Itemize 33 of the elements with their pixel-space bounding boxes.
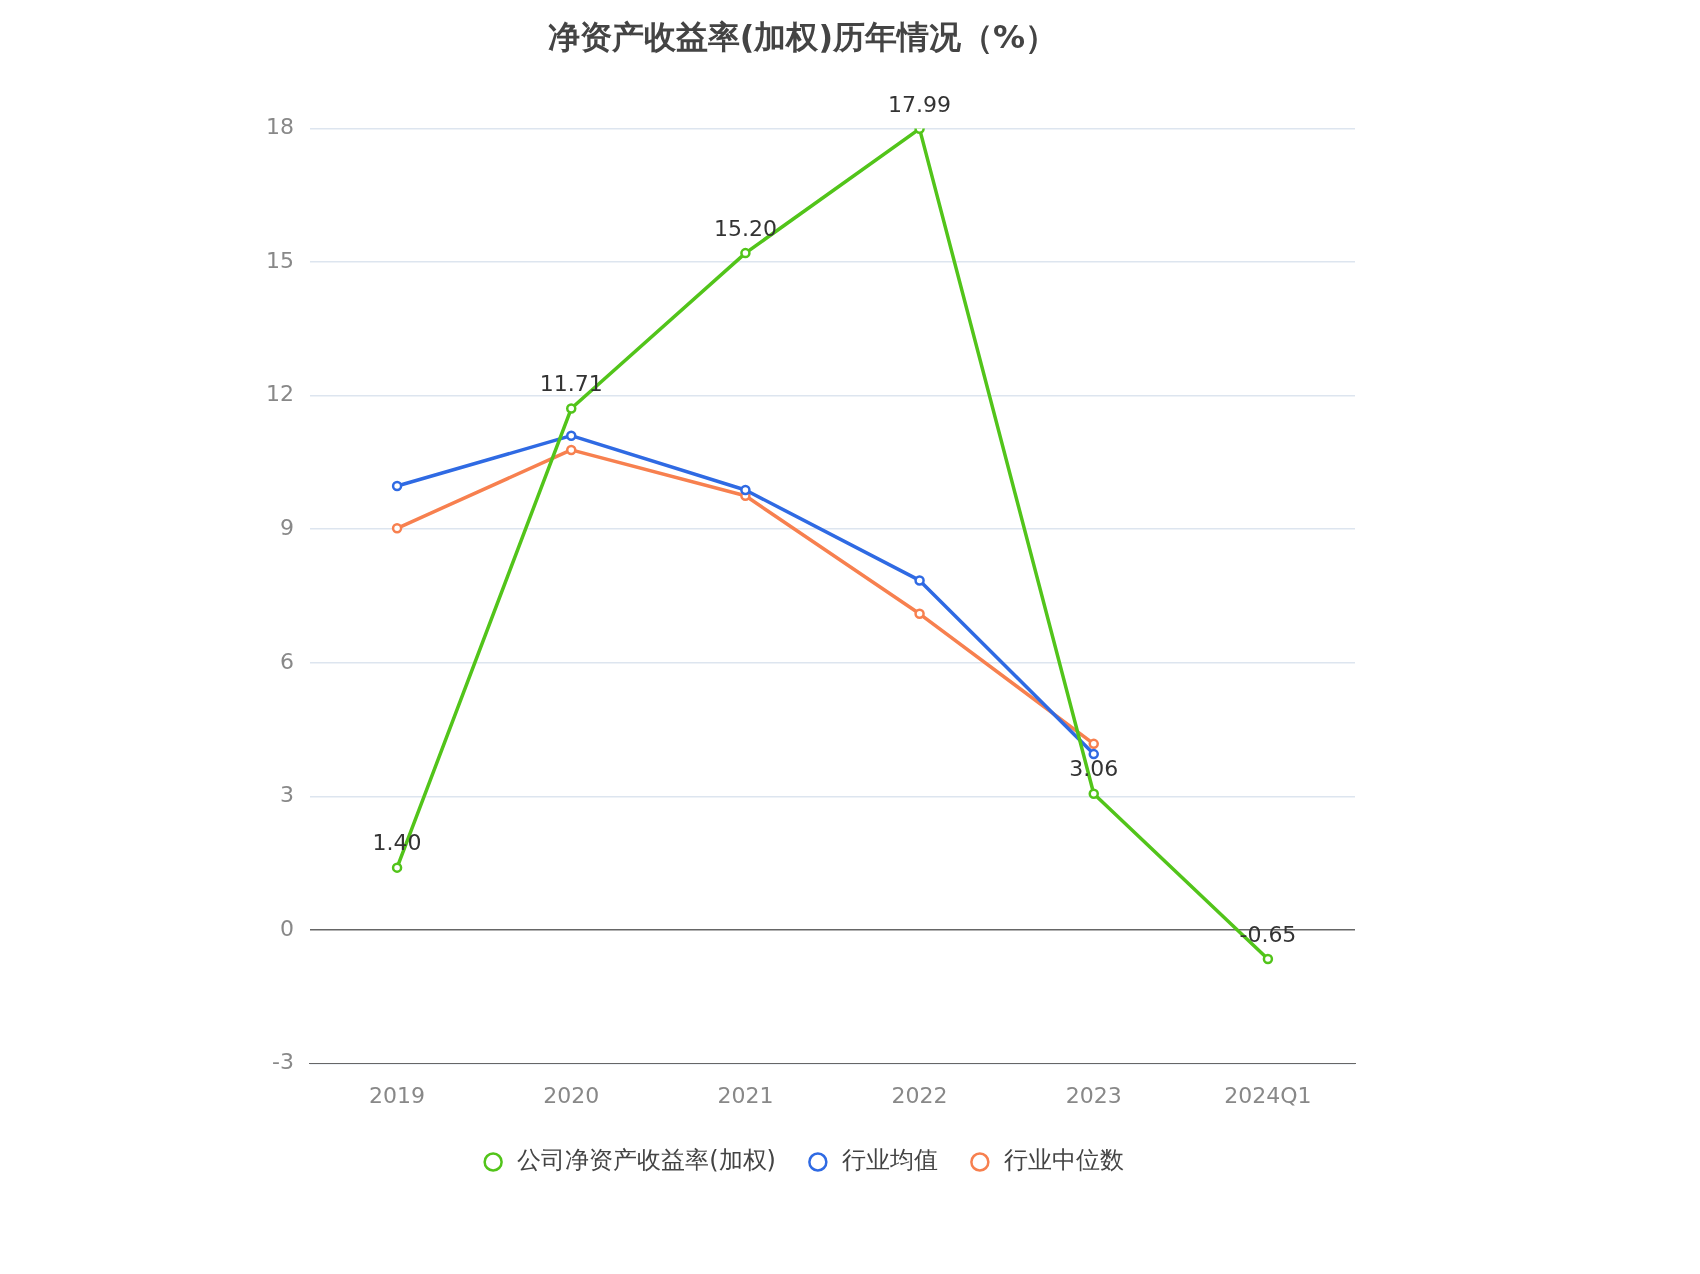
x-tick-label: 2020	[543, 1082, 600, 1108]
x-tick-label: 2022	[891, 1082, 948, 1108]
legend-label: 行业均值	[841, 1146, 938, 1175]
chart-title: 净资产收益率(加权)历年情况（%）	[547, 17, 1058, 56]
x-tick-label: 2021	[717, 1082, 774, 1108]
point	[566, 430, 577, 441]
point	[391, 480, 403, 492]
y-tick-label: 15	[265, 247, 294, 273]
y-tick-label: 18	[265, 114, 294, 140]
data-label: 15.20	[713, 215, 777, 241]
point	[566, 403, 577, 414]
point	[1088, 738, 1099, 750]
point	[391, 523, 403, 534]
x-tick-label: 2019	[369, 1082, 426, 1108]
point	[740, 247, 751, 259]
y-tick-label: 9	[279, 514, 294, 540]
y-tick-label: 0	[279, 915, 294, 941]
point	[914, 608, 925, 620]
y-tick-label: 6	[279, 648, 294, 674]
x-tick-label: 2024Q1	[1224, 1082, 1312, 1108]
point	[391, 862, 403, 873]
x-tick-label: 2023	[1065, 1082, 1122, 1108]
point	[914, 575, 925, 586]
y-tick-label: 3	[279, 782, 294, 808]
data-label: 17.99	[888, 91, 952, 117]
legend-label: 公司净资产收益率(加权)	[517, 1146, 776, 1175]
legend-label: 行业中位数	[1003, 1146, 1124, 1175]
point	[566, 444, 577, 456]
point	[1262, 953, 1274, 965]
point	[1088, 788, 1099, 799]
y-tick-label: 12	[265, 381, 294, 407]
point	[740, 484, 751, 496]
y-tick-label: -3	[272, 1049, 294, 1075]
